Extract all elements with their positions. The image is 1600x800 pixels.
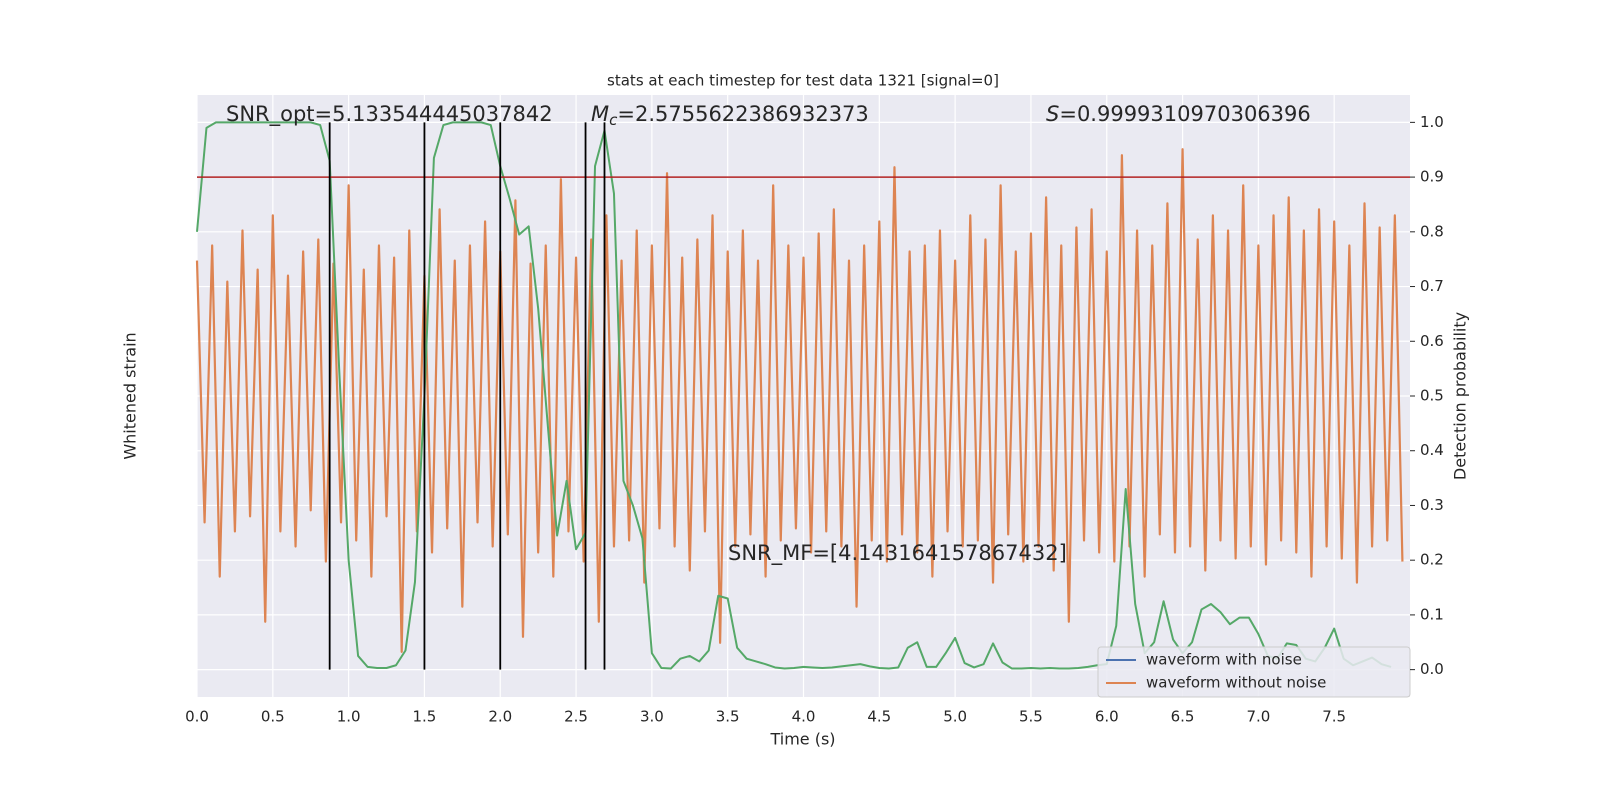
x-tick-label: 4.0 bbox=[792, 708, 816, 726]
y2-tick-label: 1.0 bbox=[1420, 113, 1444, 131]
x-tick-label: 1.5 bbox=[413, 708, 437, 726]
annotation-symbol: M bbox=[591, 102, 609, 126]
series-line bbox=[196, 121, 1392, 670]
annotation-symbol: S bbox=[1046, 102, 1059, 126]
y2-tick-label: 0.2 bbox=[1420, 551, 1444, 569]
y2-tick-label: 0.0 bbox=[1420, 660, 1444, 678]
x-tick-label: 1.0 bbox=[337, 708, 361, 726]
annotation: SNR_MF=[4.143164157867432] bbox=[728, 541, 1067, 566]
annotation-subscript: c bbox=[609, 111, 618, 129]
x-tick-label: 5.5 bbox=[1019, 708, 1043, 726]
annotation-text: =0.9999310970306396 bbox=[1059, 102, 1310, 126]
chart-title: stats at each timestep for test data 132… bbox=[607, 72, 999, 90]
series-line bbox=[195, 148, 1404, 653]
x-tick-label: 0.0 bbox=[185, 708, 209, 726]
legend-label: waveform without noise bbox=[1146, 674, 1326, 692]
x-axis-label: Time (s) bbox=[769, 730, 835, 749]
legend-label: waveform with noise bbox=[1146, 651, 1302, 669]
y2-tick-label: 0.8 bbox=[1420, 222, 1444, 240]
y2-tick-label: 0.5 bbox=[1420, 387, 1444, 405]
y2-tick-label: 0.7 bbox=[1420, 277, 1444, 295]
y2-tick-label: 0.4 bbox=[1420, 441, 1444, 459]
annotation: Mc=2.5755622386932373 bbox=[591, 102, 869, 129]
y2-tick-label: 0.6 bbox=[1420, 332, 1444, 350]
annotation: S=0.9999310970306396 bbox=[1046, 102, 1311, 126]
x-tick-label: 3.5 bbox=[716, 708, 740, 726]
x-tick-label: 0.5 bbox=[261, 708, 285, 726]
legend-box bbox=[1097, 646, 1411, 698]
x-tick-label: 6.0 bbox=[1095, 708, 1119, 726]
x-tick-label: 7.5 bbox=[1322, 708, 1346, 726]
x-tick-label: 4.5 bbox=[867, 708, 891, 726]
x-tick-label: 2.0 bbox=[488, 708, 512, 726]
y2-tick-label: 0.1 bbox=[1420, 605, 1444, 623]
y2-axis-label: Detection probability bbox=[1451, 312, 1470, 480]
y2-tick-label: 0.9 bbox=[1420, 168, 1444, 186]
x-tick-label: 2.5 bbox=[564, 708, 588, 726]
y2-tick-label: 0.3 bbox=[1420, 496, 1444, 514]
x-tick-label: 6.5 bbox=[1171, 708, 1195, 726]
x-tick-label: 5.0 bbox=[943, 708, 967, 726]
x-tick-label: 7.0 bbox=[1246, 708, 1270, 726]
annotation: SNR_opt=5.133544445037842 bbox=[226, 102, 553, 127]
x-tick-label: 3.0 bbox=[640, 708, 664, 726]
annotation-text: =2.5755622386932373 bbox=[617, 102, 868, 126]
y-axis-label: Whitened strain bbox=[121, 332, 140, 459]
